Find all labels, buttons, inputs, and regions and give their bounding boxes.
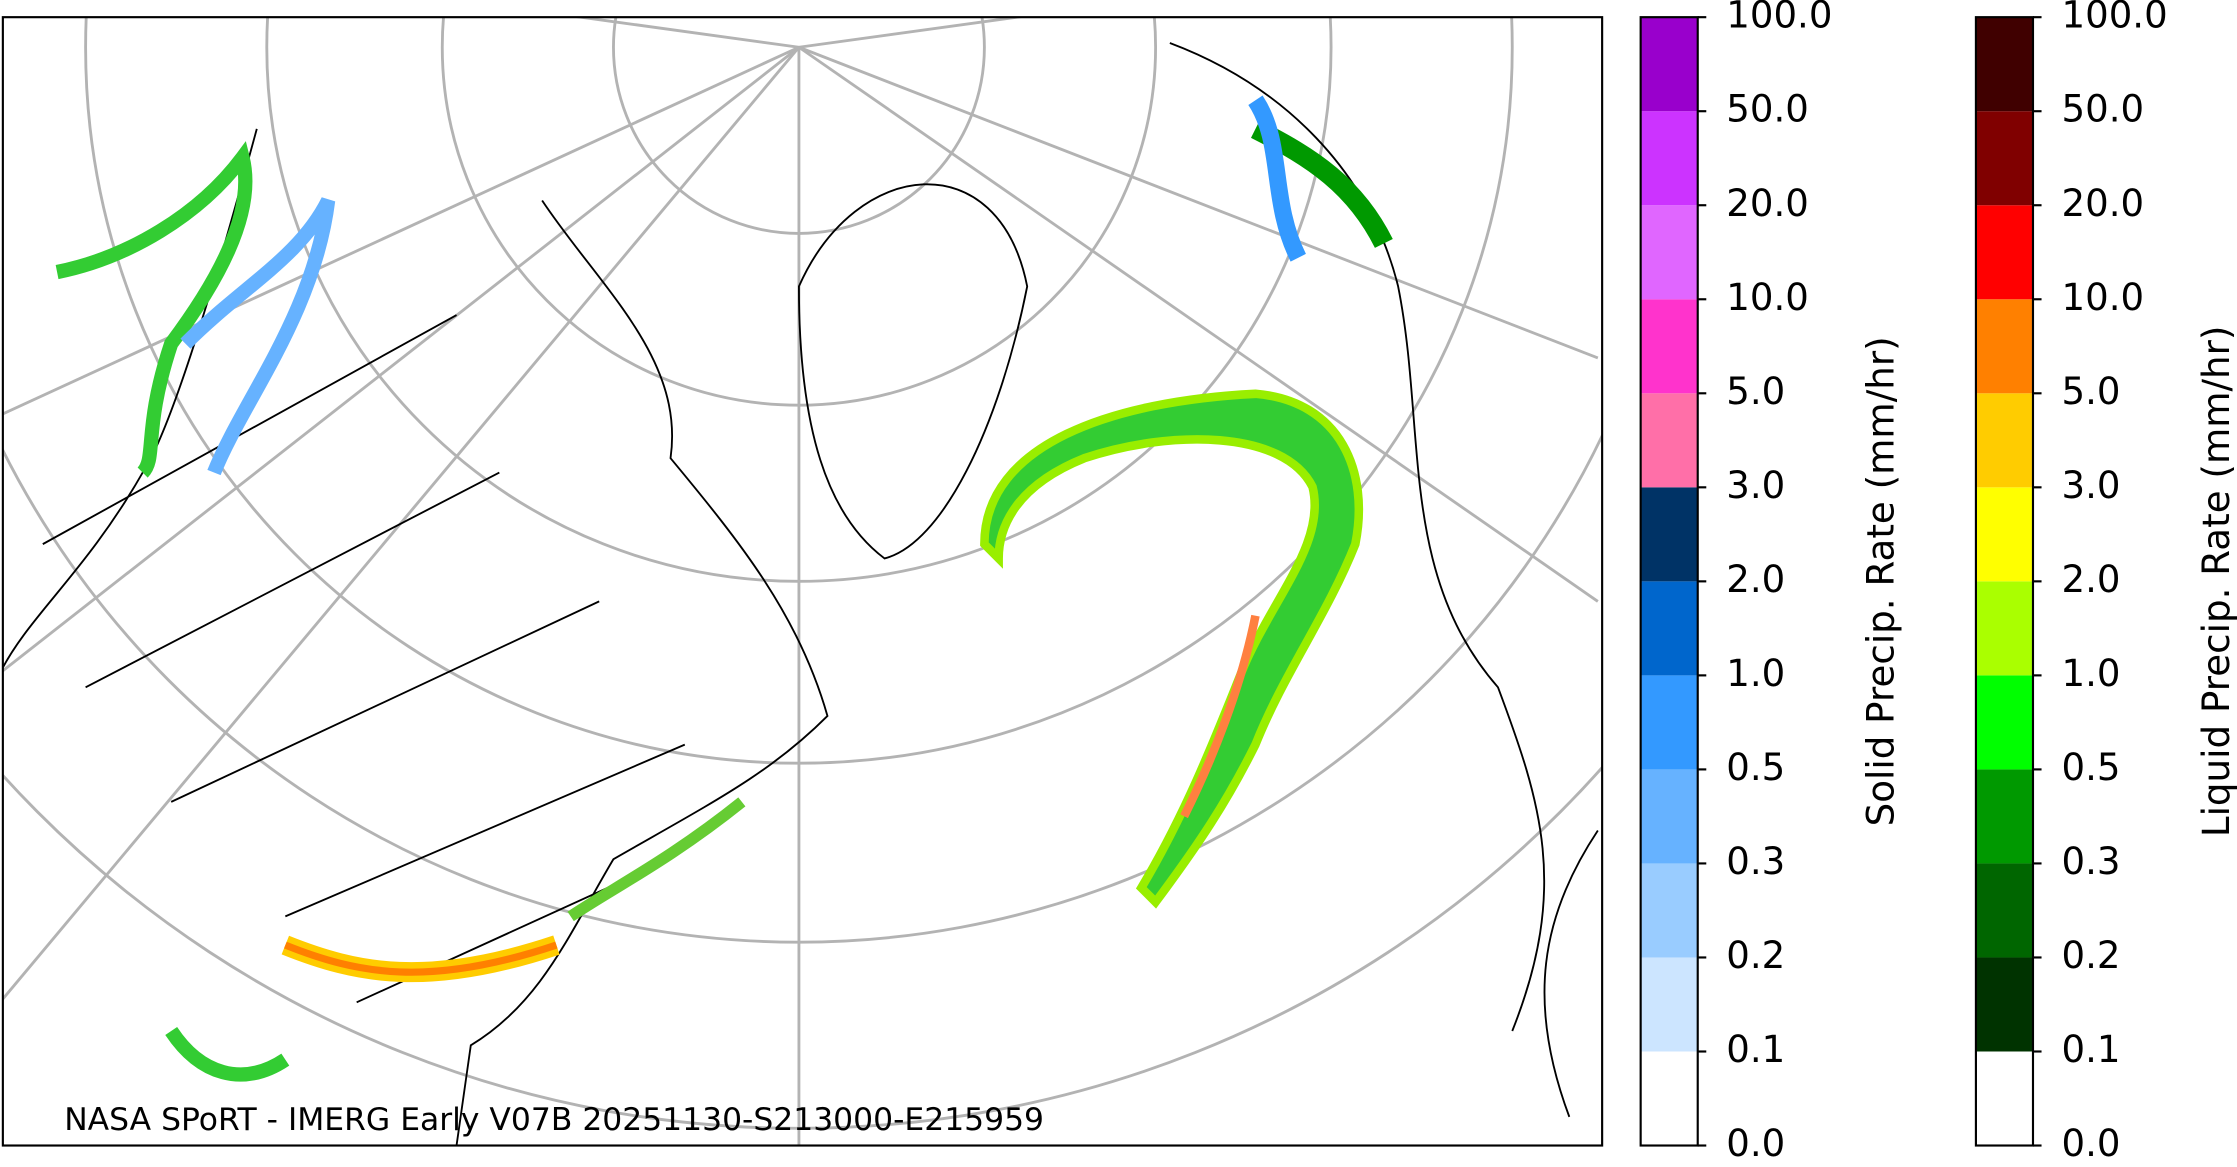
colorbar-tick-label: 3.0 [1726,464,1785,507]
colorbar-segment [1640,581,1698,676]
colorbar-tick-label: 50.0 [2062,88,2145,131]
colorbar-tick-label: 50.0 [1726,88,1809,131]
colorbar-tick-label: 100.0 [2062,0,2168,37]
colorbar-tick-label: 0.2 [1726,934,1785,977]
colorbar-tick-label: 0.0 [1726,1122,1785,1165]
graticule [2,17,1603,1146]
colorbar-segment [1975,1051,2033,1146]
precip-core [284,941,558,976]
colorbar-segment [1640,111,1698,206]
colorbar-segment [1975,769,2033,864]
colorbar-tick-label: 3.0 [2062,464,2121,507]
colorbar-segment [1975,299,2033,394]
colorbar-tick-label: 0.0 [2062,1122,2121,1165]
colorbar-tick-label: 20.0 [2062,182,2145,225]
colorbar-tick-label: 2.0 [2062,558,2121,601]
precip-snow [1248,95,1306,262]
colorbar-segment [1975,957,2033,1052]
precip-band [55,141,253,478]
colorbar-tick-label: 5.0 [1726,370,1785,413]
caption: NASA SPoRT - IMERG Early V07B 20251130-S… [64,1102,1044,1138]
colorbar-tick-label: 0.2 [2062,934,2121,977]
colorbar-segment [1975,17,2033,112]
colorbar-tick-label: 20.0 [1726,182,1809,225]
colorbar-tick-label: 0.1 [1726,1028,1785,1071]
precip-band [567,797,746,922]
colorbar-segment [1640,487,1698,582]
colorbar-segment [1975,111,2033,206]
colorbar-tick-label: 0.5 [1726,746,1785,789]
colorbar-tick-label: 0.3 [1726,840,1785,883]
colorbar-segment [1975,581,2033,676]
colorbar-tick-label: 1.0 [1726,652,1785,695]
colorbar-segment [1975,205,2033,300]
colorbar-segment [1640,17,1698,112]
precipitation [55,95,1393,1082]
colorbar-tick-label: 2.0 [1726,558,1785,601]
map: NASA SPoRT - IMERG Early V07B 20251130-S… [2,17,1603,1146]
colorbar-tick-label: 0.3 [2062,840,2121,883]
colorbar-segment [1640,1051,1698,1146]
colorbar-tick-label: 0.1 [2062,1028,2121,1071]
colorbar-segment [1975,675,2033,770]
colorbar-segment [1975,487,2033,582]
colorbar-segment [1975,863,2033,958]
colorbar-segment [1640,393,1698,488]
precip-band [165,1026,290,1082]
colorbar-segment [1640,675,1698,770]
map-frame [1,16,1604,1147]
precip-band [980,389,1364,909]
colorbar-tick-label: 100.0 [1726,0,1832,37]
colorbar-label: Solid Precip. Rate (mm/hr) [1860,336,1903,826]
colorbar-tick-label: 1.0 [2062,652,2121,695]
colorbar-segment [1640,769,1698,864]
colorbar-segment [1975,393,2033,488]
colorbar-segment [1640,957,1698,1052]
colorbar-tick-label: 5.0 [2062,370,2121,413]
colorbar-tick-label: 0.5 [2062,746,2121,789]
colorbar-label: Liquid Precip. Rate (mm/hr) [2195,326,2237,838]
precip-core [1180,614,1260,819]
colorbar-segment [1640,299,1698,394]
colorbar-tick-label: 10.0 [2062,276,2145,319]
precip-snow [180,197,336,476]
colorbar-segment [1640,863,1698,958]
colorbars: 0.0 0.1 0.2 0.3 0.5 1.0 2.0 3.0 5.0 10.0 20.0 50.0 1… [1639,0,2237,1165]
colorbar-segment [1640,205,1698,300]
colorbar-tick-label: 10.0 [1726,276,1809,319]
